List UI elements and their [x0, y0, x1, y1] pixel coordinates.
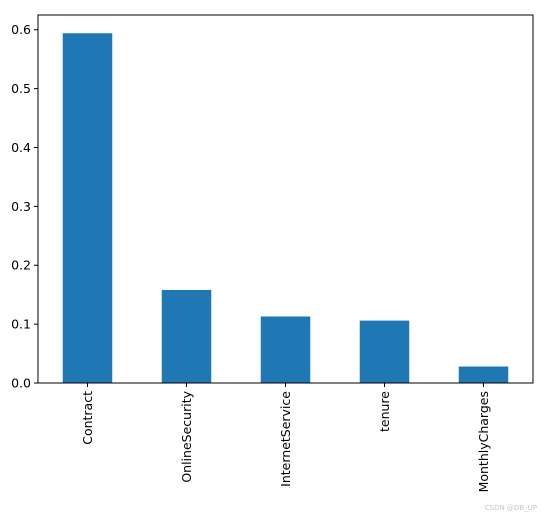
bar-internetservice: [260, 316, 311, 383]
x-tick-label-monthlycharges: MonthlyCharges: [476, 391, 491, 492]
y-tick-label: 0.6: [11, 22, 31, 37]
x-axis: Contract OnlineSecurity InternetService ten…: [80, 383, 491, 492]
bar-contract: [62, 33, 113, 383]
y-tick-label: 0.1: [11, 317, 31, 332]
x-tick-label-contract: Contract: [80, 391, 95, 445]
y-axis: 0.0 0.1 0.2 0.3 0.4 0.5 0.6: [11, 22, 38, 391]
y-tick-label: 0.5: [11, 81, 31, 96]
bar-onlinesecurity: [161, 289, 212, 383]
bar-tenure: [359, 320, 410, 383]
x-tick-label-tenure: tenure: [377, 391, 392, 432]
watermark: CSDN @DB_UP: [484, 504, 537, 512]
y-tick-label: 0.3: [11, 199, 31, 214]
bar-monthlycharges: [458, 366, 509, 383]
y-tick-label: 0.4: [11, 140, 31, 155]
bars-layer: [62, 33, 509, 383]
y-tick-label: 0.2: [11, 258, 31, 273]
plot-frame: [37, 14, 534, 384]
x-tick-label-internetservice: InternetService: [278, 391, 293, 487]
x-tick-label-onlinesecurity: OnlineSecurity: [179, 390, 194, 482]
y-tick-label: 0.0: [11, 376, 31, 391]
